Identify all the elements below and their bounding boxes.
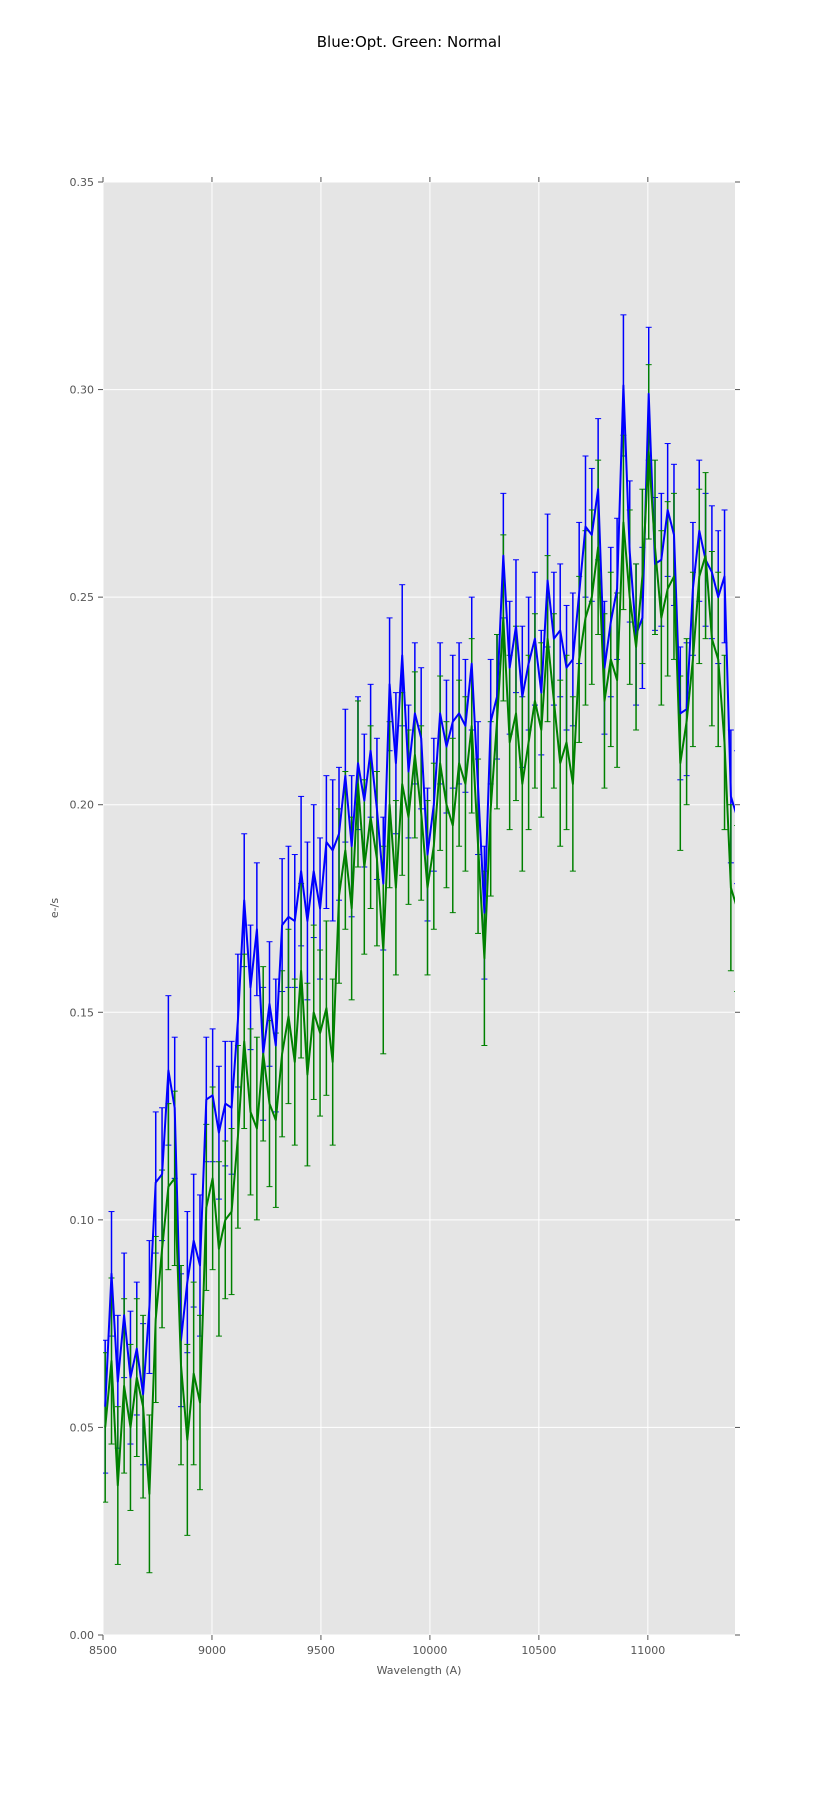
series-line-normal	[104, 450, 735, 1495]
y-tick-label: 0.20	[70, 799, 95, 812]
y-tick-label: 0.25	[70, 591, 95, 604]
y-axis-label: e-/s	[48, 898, 61, 918]
x-tick-label: 11000	[630, 1644, 665, 1657]
x-axis-label: Wavelength (A)	[377, 1664, 462, 1677]
y-tick-label: 0.00	[70, 1629, 95, 1642]
series-lines	[104, 384, 735, 1495]
series-line-opt	[104, 384, 735, 1407]
y-tick-label: 0.05	[70, 1421, 95, 1434]
y-tick-label: 0.10	[70, 1214, 95, 1227]
x-tick-label: 8500	[89, 1644, 117, 1657]
plot-area	[103, 182, 735, 1635]
x-tick-label: 10500	[521, 1644, 556, 1657]
chart-title: Blue:Opt. Green: Normal	[317, 33, 502, 51]
y-tick-label: 0.30	[70, 384, 95, 397]
y-tick-label: 0.35	[70, 176, 95, 189]
y-tick-label: 0.15	[70, 1006, 95, 1019]
x-tick-label: 9000	[198, 1644, 226, 1657]
x-tick-label: 10000	[412, 1644, 447, 1657]
ticks: 8500 9000 9500 10000 10500 11000 0.00 0.05 0.10 0…	[70, 176, 740, 1657]
x-tick-label: 9500	[307, 1644, 335, 1657]
